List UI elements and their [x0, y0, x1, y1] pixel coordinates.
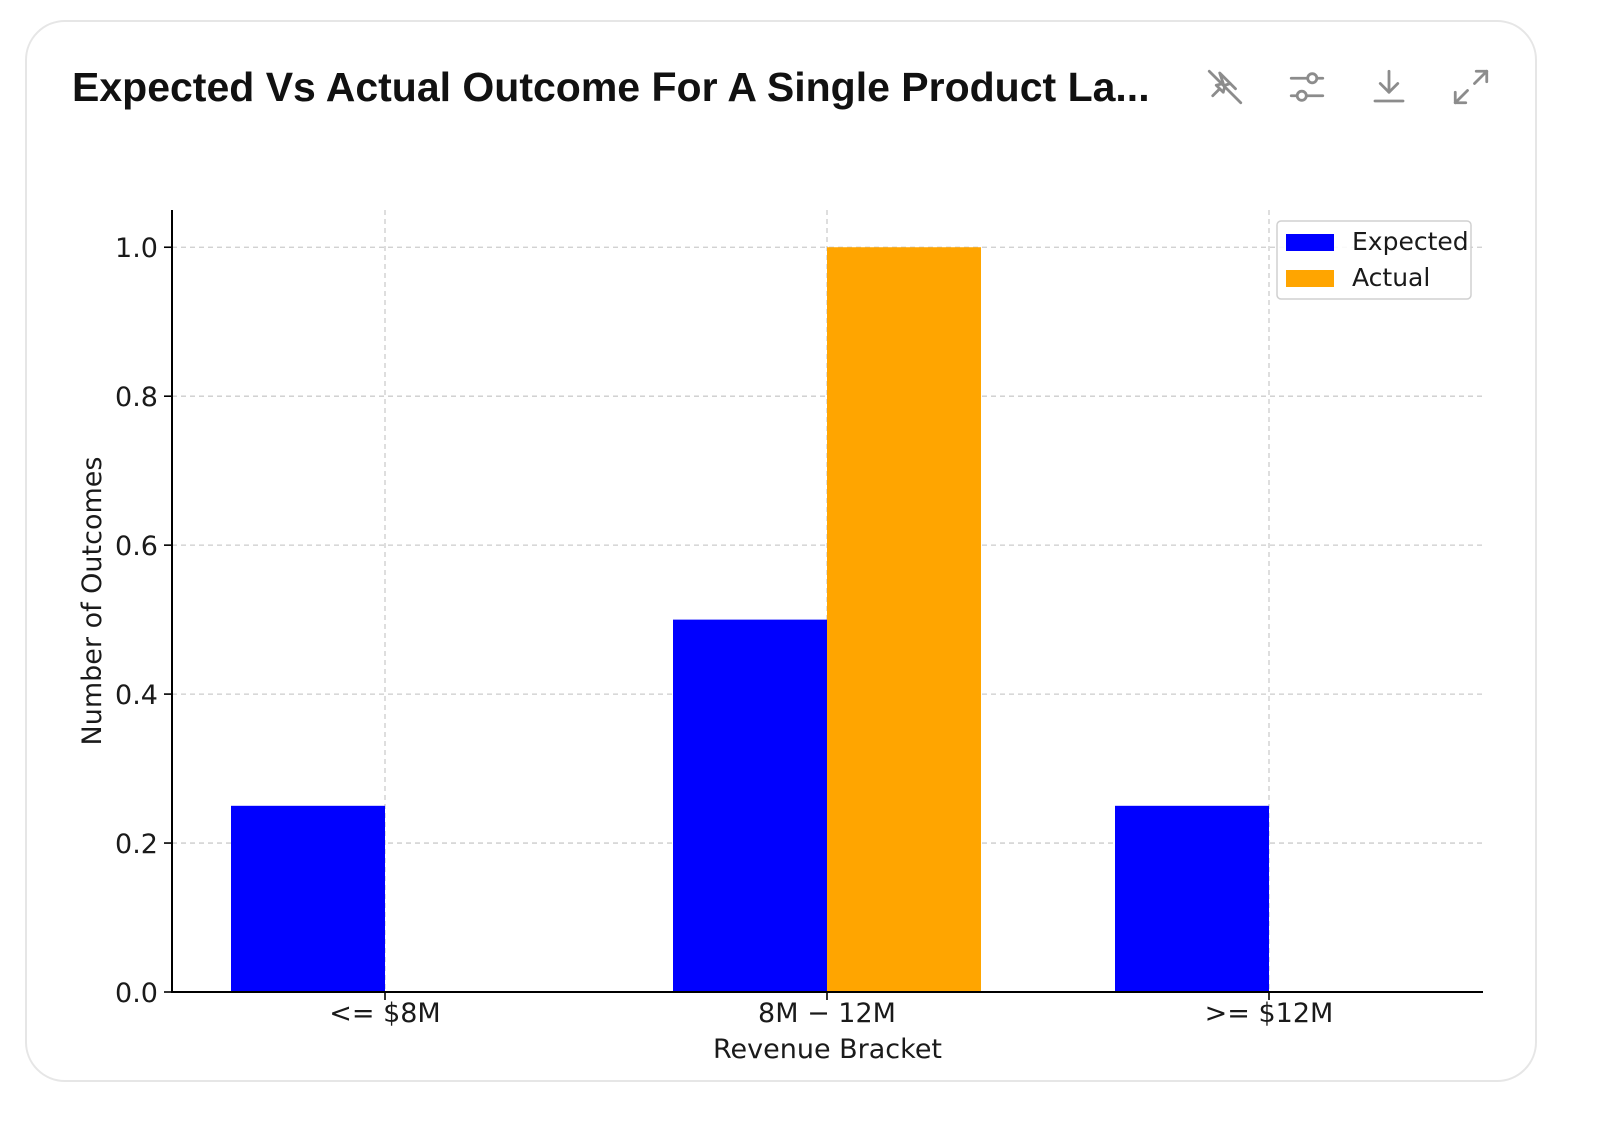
- download-icon: [1373, 69, 1405, 103]
- settings-button[interactable]: [1283, 63, 1331, 111]
- expand-icon: [1453, 69, 1489, 105]
- download-button[interactable]: [1365, 63, 1413, 111]
- bar-actual-1: [827, 247, 981, 992]
- axes: 0.0 0.2 0.4 0.6 0.8 1.0 <= $8M 8M − 12M >= $12M R…: [77, 210, 1483, 1065]
- y-tick-label: 0.2: [115, 829, 158, 860]
- legend: Expected Actual: [1276, 220, 1472, 300]
- x-axis-label: Revenue Bracket: [713, 1034, 942, 1065]
- x-tick-label: >= $12M: [1205, 998, 1334, 1029]
- expand-button[interactable]: [1447, 63, 1495, 111]
- legend-label-actual: Actual: [1352, 263, 1430, 292]
- y-tick-label: 0.6: [115, 531, 158, 562]
- x-tick-label: <= $8M: [329, 998, 440, 1029]
- bar-expected-1: [673, 619, 827, 992]
- bars: [231, 247, 1269, 992]
- bar-expected-0: [231, 805, 385, 992]
- y-tick-label: 1.0: [115, 233, 158, 264]
- y-tick-label: 0.0: [115, 978, 158, 1009]
- y-tick-label: 0.4: [115, 680, 158, 711]
- legend-swatch-expected: [1286, 234, 1334, 251]
- pin-off-icon: [1207, 69, 1243, 105]
- chart-toolbar: [1201, 62, 1495, 112]
- sliders-icon: [1289, 72, 1325, 102]
- x-tick-label: 8M − 12M: [758, 998, 896, 1029]
- legend-label-expected: Expected: [1352, 227, 1469, 256]
- y-axis-label: Number of Outcomes: [77, 457, 108, 746]
- y-tick-label: 0.8: [115, 382, 158, 413]
- legend-swatch-actual: [1286, 270, 1334, 287]
- pin-off-button[interactable]: [1201, 63, 1249, 111]
- bar-expected-2: [1115, 805, 1269, 992]
